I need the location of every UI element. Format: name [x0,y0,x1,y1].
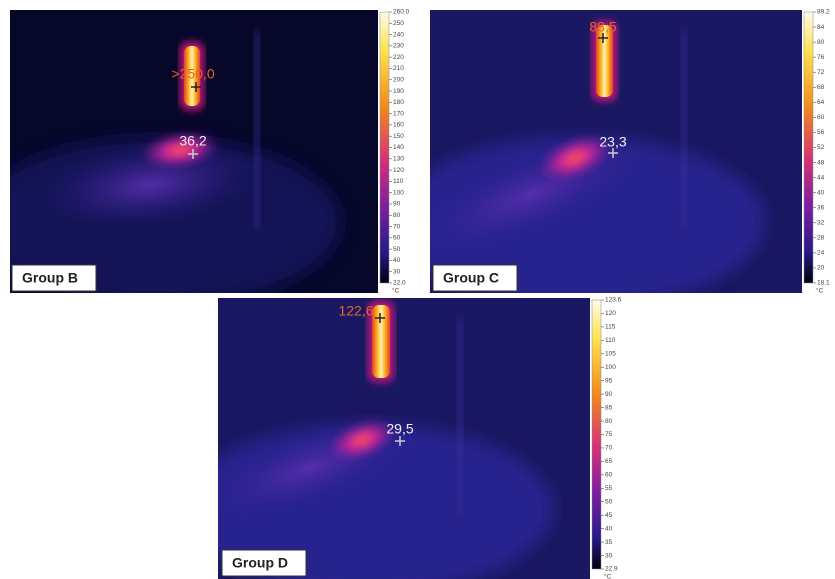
scale-tick-label: 80 [393,212,401,219]
thermal-figure: >250,0 36,2 Group B 260.0 250 240 230 220 210 200… [0,0,835,579]
heated-rod [596,25,613,97]
scale-tick-label: 84 [817,24,825,31]
scale-tick-label: 200 [393,76,404,83]
scale-tick-label: 230 [393,43,404,50]
scale-tick-label: 68 [817,84,825,91]
scale-tick-label: 70 [605,445,613,452]
scale-tick-label: 120 [393,167,404,174]
scale-tick-label: 22.9 [605,566,618,573]
scale-tick-label: 90 [605,391,613,398]
scale-tick-label: 130 [393,156,404,163]
thermal-image: 122,6 29,5 Group D [181,298,590,579]
scale-unit: °C [392,287,400,295]
scale-tick-label: 35 [605,539,613,546]
scale-tick-label: 220 [393,54,404,61]
scale-tick-label: 65 [605,458,613,465]
scale-tick-label: 80 [605,418,613,425]
wall-strip [457,318,463,515]
scale-tick-label: 95 [605,377,613,384]
scale-tick-label: 240 [393,31,404,38]
scale-tick-label: 22.0 [393,280,406,287]
scale-tick-label: 40 [605,525,613,532]
heated-rod [372,305,390,378]
scale-tick-label: 30 [393,268,401,275]
scale-tick-label: 90 [393,201,401,208]
scale-tick-label: 72 [817,69,825,76]
scale-tick-label: 40 [393,257,401,264]
thermal-panel: 88,5 23,3 Group C 89.2 84 80 76 72 68 64 60 56 52 48 4… [393,9,830,307]
scale-tick-label: 75 [605,431,613,438]
scale-tick-label: 110 [393,178,404,185]
scale-tick-label: 18.1 [817,280,830,287]
scale-tick-label: 100 [393,189,404,196]
scale-tick-label: 85 [605,404,613,411]
scale-tick-label: 64 [817,99,825,106]
scale-tick-label: 190 [393,88,404,95]
scale-tick-label: 180 [393,99,404,106]
group-label: Group B [22,270,78,286]
scale-tick-label: 150 [393,133,404,140]
scale-tick-label: 89.2 [817,9,830,16]
group-label: Group D [232,555,288,571]
wall-strip [254,30,260,228]
scale-tick-label: 170 [393,110,404,117]
scale-tick-label: 44 [817,174,825,181]
scale-tick-label: 55 [605,485,613,492]
scale-tick-label: 60 [393,235,401,242]
scale-tick-label: 250 [393,20,404,27]
scale-tick-label: 105 [605,351,616,358]
thermal-image: >250,0 36,2 Group B [0,10,378,307]
scale-tick-label: 80 [817,39,825,46]
hot-reading: >250,0 [171,66,214,82]
scale-tick-label: 120 [605,310,616,317]
scale-tick-label: 50 [393,246,401,253]
scale-tick-label: 24 [817,250,825,257]
scale-tick-label: 50 [605,498,613,505]
scale-tick-label: 70 [393,223,401,230]
scale-tick-label: 115 [605,324,616,331]
scale-tick-label: 30 [605,552,613,559]
scale-tick-label: 45 [605,512,613,519]
scale-unit: °C [604,573,612,579]
body-reading: 29,5 [386,421,413,437]
hot-reading: 88,5 [589,19,616,35]
scale-tick-label: 32 [817,219,825,226]
body-reading: 36,2 [179,133,206,149]
color-scale [380,12,389,283]
scale-tick-label: 52 [817,144,825,151]
scale-tick-label: 160 [393,122,404,129]
color-scale [592,300,601,569]
scale-tick-label: 60 [817,114,825,121]
thermal-panel: 122,6 29,5 Group D 123.6 120 115 110 105 100 95 90… [181,297,622,579]
scale-tick-label: 20 [817,265,825,272]
scale-tick-label: 110 [605,337,616,344]
scale-tick-label: 100 [605,364,616,371]
hot-reading: 122,6 [338,303,373,319]
scale-tick-label: 140 [393,144,404,151]
scale-tick-label: 56 [817,129,825,136]
color-scale [804,12,813,283]
group-label: Group C [443,270,499,286]
thermal-image: 88,5 23,3 Group C [393,10,802,307]
body-reading: 23,3 [599,134,626,150]
scale-tick-label: 76 [817,54,825,61]
thermal-panel: >250,0 36,2 Group B 260.0 250 240 230 220 210 200… [0,9,410,307]
scale-tick-label: 210 [393,65,404,72]
scale-tick-label: 40 [817,189,825,196]
scale-tick-label: 260.0 [393,9,410,16]
scale-tick-label: 123.6 [605,297,622,304]
scale-unit: °C [816,287,824,295]
wall-strip [681,30,687,228]
scale-tick-label: 36 [817,204,825,211]
scale-tick-label: 48 [817,159,825,166]
scale-tick-label: 60 [605,472,613,479]
scale-tick-label: 28 [817,235,825,242]
